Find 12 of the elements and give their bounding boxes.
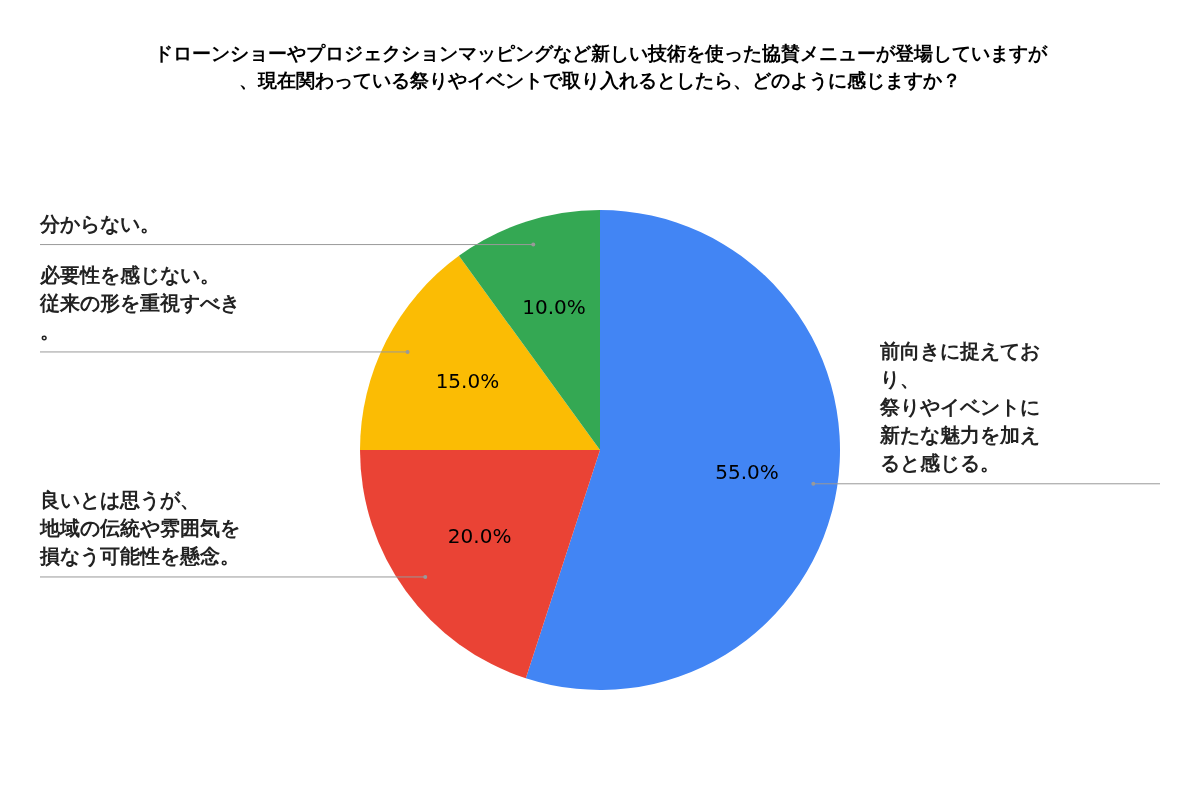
data-label: 15.0% <box>435 368 500 393</box>
data-label: 10.0% <box>522 294 586 319</box>
slice-label: 前向きに捉えており、祭りやイベントに新たな魅力を加えると感じる。 <box>879 338 1040 475</box>
slice-label: 必要性を感じない。従来の形を重視すべき。 <box>39 262 240 343</box>
data-label: 55.0% <box>715 459 779 484</box>
slice-label: 分からない。 <box>39 211 160 236</box>
chart-title: ドローンショーやプロジェクションマッピングなど新しい技術を使った協賛メニューが登場していますが、現在関わっている祭りやイベントで取り入れるとしたら、どのように感じますか？ <box>153 42 1048 92</box>
slice-label: 良いとは思うが、地域の伝統や雰囲気を損なう可能性を懸念。 <box>39 487 240 568</box>
data-label: 20.0% <box>447 523 512 548</box>
pie-slice <box>525 210 840 690</box>
pie-slice <box>360 255 600 450</box>
pie-slice <box>360 450 600 679</box>
